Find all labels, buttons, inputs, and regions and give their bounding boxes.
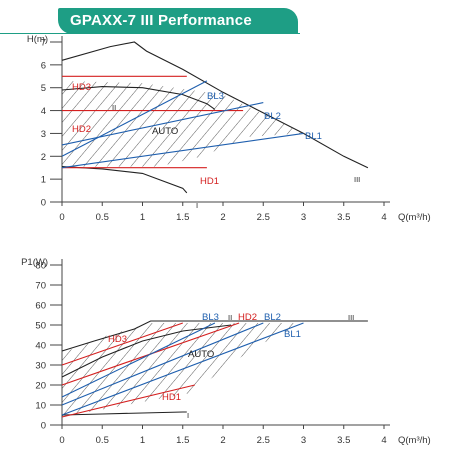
x-tick-label: 1.5 [176,212,189,223]
series-line-hd1 [61,384,195,418]
curve-label-hd1: HD1 [200,176,219,187]
series-line-bl2 [61,322,264,406]
series-line-ii [61,324,232,378]
y-tick-label: 1 [41,175,46,186]
x-tick-label: 2.5 [257,212,270,223]
curve-label-bl1: BL1 [305,131,322,142]
x-tick-label: 2 [220,435,225,446]
series-line-i [61,411,187,416]
y-tick-label: 40 [35,341,46,352]
curve-label-hd3: HD3 [108,334,127,345]
y-tick-label: 10 [35,401,46,412]
series-line-bl2 [61,102,264,146]
series-line-i [61,166,188,194]
auto-region-hatch [62,64,304,167]
curve-label-hd2: HD2 [72,124,91,135]
curve-label-auto: AUTO [188,349,214,360]
y-tick-label: 50 [35,321,46,332]
y-tick-label: 0 [41,421,46,432]
y-axis-label: H(m) [27,34,48,45]
curve-label-hd1: HD1 [162,392,181,403]
series-line-bl3 [61,322,216,398]
y-tick-label: 80 [35,261,46,272]
curve-label-i: I [196,201,198,210]
chart-panel-1: 0 0.5 1 1.5 2 2.5 3 3.5 4 0 1 2 3 4 5 6 7H(m) Q(m³/h) HD3 H… [27,34,431,223]
y-tick-label: 6 [41,60,46,71]
x-tick-label: 1 [140,435,145,446]
series-line-bl1 [61,322,304,416]
curve-label-bl3: BL3 [202,312,219,323]
x-axis-label: Q(m³/h) [398,212,431,223]
y-tick-label: 20 [35,381,46,392]
x-tick-label: 3.5 [337,435,350,446]
title-banner-background [58,8,298,34]
x-tick-label: 0 [59,212,64,223]
x-tick-label: 1 [140,212,145,223]
y-tick-label: 5 [41,83,46,94]
x-tick-label: 4 [381,435,386,446]
x-tick-label: 2.5 [257,435,270,446]
curve-label-bl1: BL1 [284,329,301,340]
chart-panel-2: 0 0.5 1 1.5 2 2.5 3 3.5 401020304050607080P1(W)Q… [21,257,431,446]
y-axis-label: P1(W) [21,257,48,268]
y-tick-label: 30 [35,361,46,372]
curve-label-iii: III [348,313,354,322]
y-tick-label: 60 [35,301,46,312]
x-tick-label: 4 [381,212,386,223]
x-tick-label: 0.5 [96,435,109,446]
x-tick-label: 3.5 [337,212,350,223]
curve-label-ii: II [228,313,232,322]
x-tick-label: 3 [301,212,306,223]
series-line-bl3 [61,80,208,157]
x-tick-label: 2 [220,212,225,223]
curve-label-bl2: BL2 [264,111,281,122]
x-tick-label: 1.5 [176,435,189,446]
curve-label-bl2: BL2 [264,312,281,323]
curve-label-auto: AUTO [152,126,178,137]
x-tick-label: 0 [59,435,64,446]
series-line-iii [61,320,368,352]
y-tick-label: 4 [41,106,46,117]
curve-label-i: I [187,411,189,420]
series-line-bl1 [61,132,304,169]
series-line-ii [61,86,216,110]
y-tick-label: 3 [41,129,46,140]
x-axis-label: Q(m³/h) [398,435,431,446]
y-tick-label: 70 [35,281,46,292]
x-tick-label: 3 [301,435,306,446]
y-tick-label: 7 [41,38,46,49]
curve-label-iii: III [354,175,360,184]
title-underline [0,33,300,34]
y-tick-label: 2 [41,152,46,163]
curve-label-bl3: BL3 [207,91,224,102]
curve-label-ii: II [112,103,116,112]
series-line-iii [61,41,369,169]
y-tick-label: 0 [41,198,46,209]
x-tick-label: 0.5 [96,212,109,223]
series-line-hd3 [61,322,183,366]
curve-label-hd2: HD2 [238,312,257,323]
curve-label-hd3: HD3 [72,82,91,93]
